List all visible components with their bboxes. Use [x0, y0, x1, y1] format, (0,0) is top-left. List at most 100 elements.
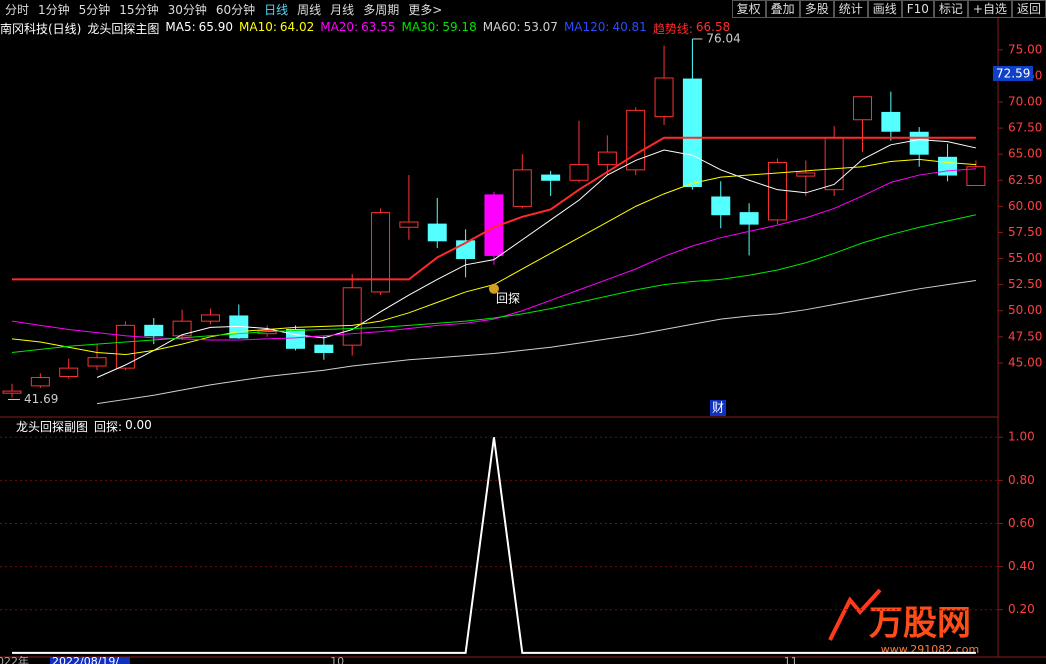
candle-body — [59, 367, 79, 377]
period-tab[interactable]: 60分钟 — [215, 2, 256, 17]
candle-body — [286, 329, 305, 349]
sub-header: 龙头回探副图 回探: 0.00 — [0, 418, 152, 435]
y-tick-label: 65.00 — [1008, 147, 1042, 161]
period-tab[interactable]: 30分钟 — [167, 2, 207, 17]
candle-body — [541, 174, 561, 181]
ma-line — [12, 136, 976, 281]
legend-value: 0.00 — [125, 418, 152, 432]
candle-body — [711, 196, 731, 216]
candle-body — [569, 164, 589, 181]
low-label: 41.69 — [24, 392, 58, 406]
period-tab[interactable]: 多周期 — [363, 2, 400, 17]
period-tab[interactable]: 15分钟 — [119, 2, 159, 17]
main-header: 南冈科技(日线) 龙头回探主图 MA5: 65.90 MA10: 64.02 MA20: 63… — [0, 20, 730, 37]
y-tick-label: 67.50 — [1008, 121, 1042, 135]
candle-body — [739, 212, 759, 225]
candle-body — [626, 109, 646, 171]
x-tick-label: 11 — [784, 655, 798, 664]
period-tab[interactable]: 周线 — [297, 2, 322, 17]
candle-body — [512, 169, 532, 207]
period-tab[interactable]: 更多> — [408, 2, 443, 17]
y-tick-label: 0.40 — [1008, 559, 1035, 573]
legend-name: MA60: — [482, 20, 521, 34]
legend-name: MA5: — [165, 20, 196, 34]
period-tab[interactable]: 5分钟 — [78, 2, 111, 17]
legend-value: 53.07 — [523, 20, 558, 34]
candle-body — [824, 136, 844, 191]
y-tick-label: 0.60 — [1008, 516, 1035, 530]
y-tick-label: 75.00 — [1008, 42, 1042, 56]
legend-name: 回探: — [94, 420, 123, 434]
ma-line — [11, 214, 977, 353]
legend-name: MA10: — [239, 20, 277, 34]
candle-body — [654, 77, 674, 118]
candle-body — [938, 156, 958, 176]
candle-body — [200, 314, 220, 322]
candle-body — [371, 212, 391, 293]
candle-body — [484, 194, 504, 256]
candle-body — [853, 96, 872, 121]
candle-body — [767, 162, 787, 221]
candle-body — [966, 166, 986, 186]
price-marker-label: 72.59 — [996, 66, 1030, 80]
legend-value: 63.55 — [361, 20, 396, 34]
event-marker: 财 — [712, 401, 724, 415]
watermark-url: www.291082.com — [881, 643, 979, 656]
tool-button[interactable]: 画线 — [867, 0, 902, 18]
period-tabs: 分时 1分钟 5分钟 15分钟 30分钟 60分钟 日线 周线 月线 多周期 更多> — [0, 1, 446, 18]
y-tick-label: 57.50 — [1008, 225, 1042, 239]
y-tick-label: 60.00 — [1008, 199, 1042, 213]
tool-button[interactable]: 标记 — [933, 0, 968, 18]
y-tick-label: 0.20 — [1008, 602, 1035, 616]
x-tick-label: 10 — [330, 655, 344, 664]
signal-icon — [488, 283, 499, 294]
indicator-line — [12, 437, 976, 654]
period-tab[interactable]: 分时 — [5, 2, 30, 17]
symbol: 南冈科技(日线) — [0, 22, 82, 36]
candle-body — [172, 320, 192, 337]
period-tab[interactable]: 日线 — [264, 2, 289, 17]
y-tick-label: 1.00 — [1008, 430, 1035, 444]
period-tab[interactable]: 月线 — [330, 2, 355, 17]
candle-body — [87, 357, 107, 367]
price-marker-box — [993, 65, 1033, 81]
legend-value: 40.81 — [612, 20, 647, 34]
candle-body — [314, 344, 334, 353]
x-tick-label: 2022年 — [0, 654, 29, 664]
ma-line — [96, 139, 977, 378]
legend-value: 66.58 — [695, 20, 731, 34]
candle-body — [796, 172, 816, 177]
tool-button[interactable]: 返回 — [1011, 0, 1046, 18]
candle-body — [144, 324, 164, 337]
legend-name: MA120: — [563, 20, 610, 34]
tool-button[interactable]: 多股 — [799, 0, 834, 18]
high-label: 76.04 — [706, 31, 740, 45]
legend-name: MA20: — [320, 20, 359, 34]
toolbar: 分时 1分钟 5分钟 15分钟 30分钟 60分钟 日线 周线 月线 多周期 更多> 复权 叠加 多股 统计… — [0, 0, 1046, 18]
cursor-date: 2022/08/19/ — [52, 655, 119, 664]
candle-body — [909, 131, 929, 155]
tool-button[interactable]: 叠加 — [765, 0, 800, 18]
period-tab[interactable]: 1分钟 — [38, 2, 70, 17]
legend-value: 59.18 — [442, 20, 477, 34]
candle-body — [2, 390, 22, 394]
watermark-logo — [828, 588, 882, 641]
tool-button[interactable]: +自选 — [967, 0, 1012, 18]
tool-button[interactable]: 复权 — [731, 0, 766, 18]
y-tick-label: 47.50 — [1008, 329, 1042, 343]
sub-title: 龙头回探副图 — [16, 420, 89, 434]
candle-body — [427, 223, 447, 242]
cursor-date-box — [50, 657, 130, 664]
candle-body — [342, 287, 362, 346]
tool-button[interactable]: 统计 — [833, 0, 868, 18]
legend-value: 64.02 — [279, 20, 315, 34]
tool-button[interactable]: F10 — [901, 0, 934, 18]
y-tick-label: 62.50 — [1008, 173, 1042, 187]
ma-line — [96, 279, 976, 405]
legend-name: 趋势线: — [652, 22, 693, 36]
candle-body — [399, 221, 419, 228]
tool-buttons: 复权 叠加 多股 统计 画线 F10 标记 +自选 返回 — [731, 0, 1046, 18]
y-tick-label: 0.80 — [1008, 473, 1035, 487]
